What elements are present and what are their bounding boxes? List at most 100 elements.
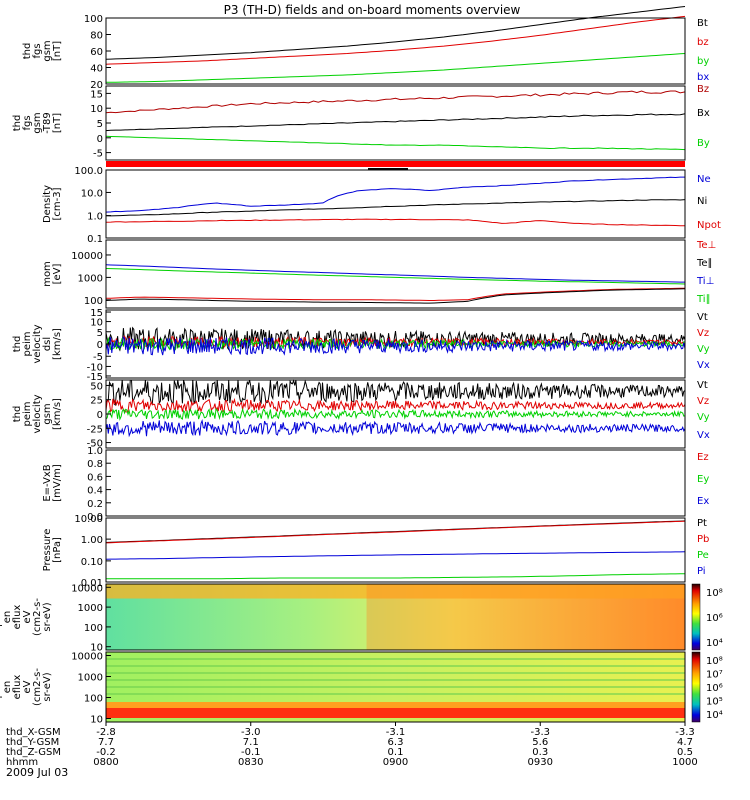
y-tick-label: 1000 xyxy=(78,673,103,684)
y-tick-label: 0.01 xyxy=(81,578,103,589)
quality-flag-bar xyxy=(106,161,685,167)
legend-Vy: Vy xyxy=(697,412,710,423)
legend-by: by xyxy=(697,56,709,67)
spectrogram-warm-region xyxy=(366,584,685,650)
series-Ti⊥-line xyxy=(105,264,685,283)
legend-Ne: Ne xyxy=(697,174,711,185)
series-Vt-line xyxy=(105,379,686,406)
y-tick-label: 1000 xyxy=(78,273,103,284)
series-by-line xyxy=(106,53,686,83)
y-tick-label: 0.4 xyxy=(87,486,103,497)
y-tick-label: 0 xyxy=(97,134,103,145)
series-Vx-line xyxy=(105,418,686,438)
y-axis-label-line: [km/s] xyxy=(52,398,63,430)
y-tick-label: 80 xyxy=(90,31,103,42)
y-axis-label-line: gsm xyxy=(32,112,43,133)
legend-Vz: Vz xyxy=(697,396,709,407)
legend-Npot: Npot xyxy=(697,220,721,231)
spectrogram-stripe xyxy=(106,693,685,695)
legend-Vx: Vx xyxy=(697,360,710,371)
series-Vx-line xyxy=(105,336,686,356)
y-tick-label: 0.1 xyxy=(87,234,103,245)
series-Vz-line xyxy=(105,335,686,349)
legend-Ti⊥: Ti⊥ xyxy=(696,276,714,287)
panel-frame xyxy=(105,449,686,517)
y-axis-label-line: eV xyxy=(22,610,33,623)
y-axis-label-line: [eV] xyxy=(52,264,63,285)
y-tick-label: 0.2 xyxy=(87,499,103,510)
y-axis-label-line: sr-eV) xyxy=(42,602,53,631)
x-tick-label: -3.3 xyxy=(530,727,550,738)
y-tick-label: 100 xyxy=(84,694,103,705)
y-tick-label: 1.0 xyxy=(87,446,103,457)
y-axis-label-line: peim xyxy=(22,401,33,426)
y-tick-label: 0 xyxy=(97,340,103,351)
panel-9: 10⁸ 10⁶ 10⁴ 10 100 1000 10000 thdpeirenefluxeV(… xyxy=(0,583,723,653)
series-Te∥-line xyxy=(105,288,686,304)
y-tick-label: 0 xyxy=(97,410,103,421)
x-tick-label: 4.7 xyxy=(677,737,693,748)
y-axis-label-line: en xyxy=(2,681,13,694)
series-Ni-line xyxy=(105,199,686,217)
spectrogram-stripe xyxy=(106,679,685,681)
y-tick-label: 20 xyxy=(90,80,103,91)
y-axis-label: thdpeerenefluxeV(cm2-s-sr-eV) xyxy=(0,668,53,706)
series-Pe-line xyxy=(106,573,686,580)
legend-Te⊥: Te⊥ xyxy=(696,240,716,251)
y-tick-label: 100 xyxy=(84,296,103,307)
y-tick-label: 15 xyxy=(90,308,103,319)
legend-Ti∥: Ti∥ xyxy=(696,294,711,305)
panel-7: Ez Ey Ex 0.0 0.2 0.4 0.6 0.8 1.0 E=-VxB [mV/m] xyxy=(42,446,709,523)
spectrogram-stripe xyxy=(106,658,685,660)
spectrogram-stripe xyxy=(106,686,685,688)
y-axis-label-line: sr-eV) xyxy=(42,672,53,701)
y-axis-label-line: [nPa] xyxy=(52,537,63,563)
y-tick-label: 100 xyxy=(84,14,103,25)
y-tick-label: 25 xyxy=(90,396,103,407)
y-axis-label: thd fgs gsm -T89 [nT] xyxy=(12,112,63,134)
legend-Bz: Bz xyxy=(697,84,709,95)
y-tick-label: 1.0 xyxy=(87,212,103,223)
y-axis-label-line: thd xyxy=(12,115,23,132)
y-tick-label: 0.8 xyxy=(87,459,103,470)
data-gap-marker xyxy=(368,168,408,170)
y-tick-label: 0.6 xyxy=(87,472,103,483)
x-tick-label: 0900 xyxy=(383,757,408,768)
spectrogram-stripe xyxy=(106,672,685,674)
legend-Vt: Vt xyxy=(697,312,708,323)
series-By-line xyxy=(105,135,686,151)
y-axis-label-line: eflux xyxy=(12,605,23,630)
y-axis-label-line: gsm xyxy=(42,403,53,424)
x-tick-label: 7.1 xyxy=(243,737,259,748)
y-axis-label-line: eflux xyxy=(12,675,23,700)
y-tick-label: 5 xyxy=(97,119,103,130)
colorbar-tick-label: 10⁷ xyxy=(706,670,723,681)
x-tick-label: 0.5 xyxy=(677,747,693,758)
legend-Pi: Pi xyxy=(697,566,706,577)
y-axis-label-line: [nT] xyxy=(52,41,63,61)
y-axis-label: Density [cm-3] xyxy=(42,185,63,223)
y-axis-label-line: peer xyxy=(0,675,3,699)
legend-Ni: Ni xyxy=(697,196,707,207)
y-axis-label-line: en xyxy=(2,611,13,624)
series-Ne-line xyxy=(105,176,685,213)
y-axis-label-line: fgs xyxy=(22,115,33,130)
panel-2: Bz Bx By -5 0 5 10 15 thd fgs gsm -T89 [nT] xyxy=(12,84,710,161)
y-axis-label-line: E=-VxB xyxy=(42,464,53,501)
y-axis-label-line: peim xyxy=(22,331,33,356)
x-axis-labels: thd_X-GSMthd_Y-GSMthd_Z-GSMhhmm-2.87.7-0… xyxy=(6,722,698,768)
panel-frame xyxy=(105,583,686,651)
y-axis-label-line: peir xyxy=(0,606,3,626)
y-axis-label-line: fgs xyxy=(32,43,43,58)
colorbar-tick-label: 10⁸ xyxy=(706,656,723,667)
y-axis-label-line: mom xyxy=(42,261,53,287)
panel-3: Ne Ni Npot 0.1 1.0 10.0 100.0 Density [cm-3] xyxy=(42,166,721,245)
y-axis-label-line: [nT] xyxy=(52,113,63,133)
legend-Te∥: Te∥ xyxy=(696,258,713,269)
colorbar-tick-label: 10⁴ xyxy=(706,638,723,649)
colorbar xyxy=(691,583,701,651)
y-tick-label: 10 xyxy=(90,715,103,726)
y-axis-label: mom [eV] xyxy=(42,261,63,287)
